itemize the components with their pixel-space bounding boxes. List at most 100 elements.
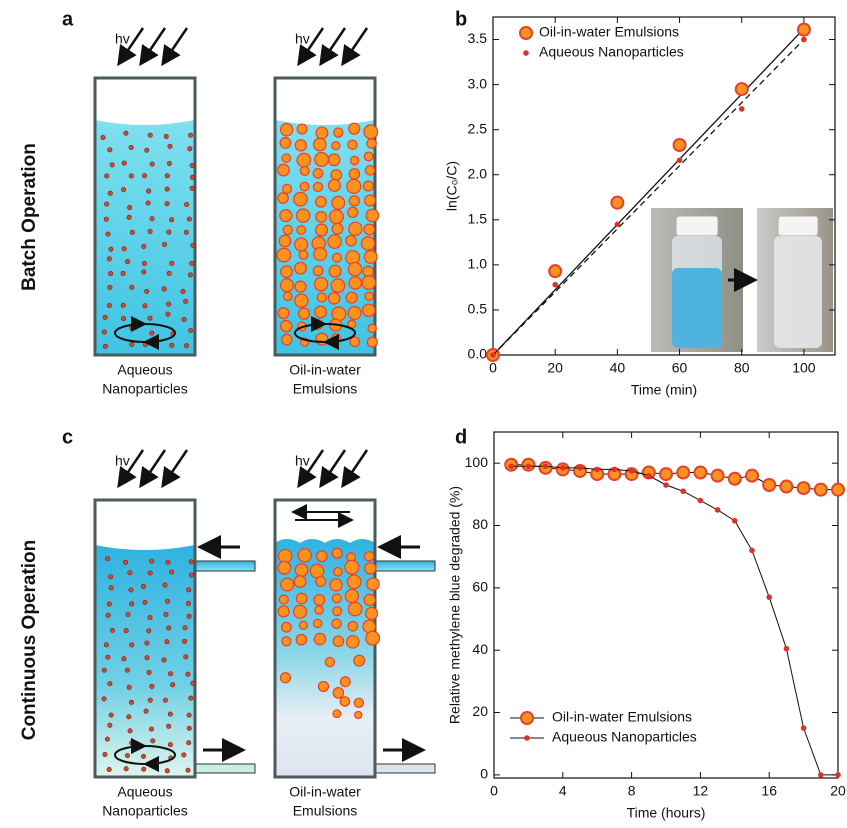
droplet	[316, 224, 328, 236]
droplet	[284, 292, 292, 300]
nanoparticle	[129, 602, 133, 606]
nanoparticle	[128, 729, 132, 733]
nanoparticle	[110, 163, 114, 167]
nanoparticle	[122, 161, 126, 165]
droplet	[351, 156, 359, 164]
caption: Aqueous	[117, 362, 172, 378]
nanoparticle	[142, 767, 146, 771]
nanoparticle	[123, 560, 127, 564]
y-tick-label: 80	[472, 516, 488, 532]
droplet	[297, 226, 306, 235]
nanoparticle	[186, 672, 190, 676]
panel-label: d	[455, 426, 467, 448]
droplet	[345, 560, 359, 574]
droplet	[340, 677, 350, 687]
droplet	[281, 279, 294, 292]
droplet	[314, 633, 325, 644]
droplet	[278, 549, 291, 562]
nanoparticle	[187, 741, 191, 745]
nanoparticle	[130, 230, 134, 234]
marker	[594, 467, 600, 473]
nanoparticle	[167, 626, 171, 630]
nanoparticle	[121, 187, 125, 191]
droplet	[364, 125, 378, 139]
nanoparticle	[141, 754, 145, 758]
nanoparticle	[145, 656, 149, 660]
nanoparticle	[188, 328, 192, 332]
nanoparticle	[130, 326, 134, 330]
droplet	[332, 619, 341, 628]
droplet	[296, 593, 307, 604]
droplet	[282, 334, 292, 344]
nanoparticle	[162, 658, 166, 662]
nanoparticle	[162, 287, 166, 291]
nanoparticle	[128, 571, 132, 575]
droplet	[300, 182, 309, 191]
nanoparticle	[106, 613, 110, 617]
droplet	[346, 292, 357, 303]
nanoparticle	[190, 175, 194, 179]
droplet	[348, 602, 361, 615]
nanoparticle	[121, 303, 125, 307]
marker	[680, 488, 686, 494]
marker	[612, 467, 618, 473]
light-label: hv	[115, 453, 130, 469]
droplet	[317, 293, 326, 302]
droplet	[314, 183, 323, 192]
light-label: hv	[115, 31, 130, 47]
droplet	[277, 248, 291, 262]
nanoparticle	[130, 285, 134, 289]
y-tick-label: 1.0	[468, 256, 488, 272]
nanoparticle	[104, 202, 108, 206]
caption: Emulsions	[293, 803, 358, 819]
row-label: Continuous Operation	[19, 540, 40, 741]
droplet	[298, 549, 311, 562]
liquid	[95, 120, 195, 355]
nanoparticle	[127, 205, 131, 209]
droplet	[297, 124, 307, 134]
nanoparticle	[190, 261, 194, 265]
marker	[715, 507, 721, 513]
droplet	[281, 578, 294, 591]
caption: Emulsions	[293, 381, 358, 397]
y-tick-label: 2.0	[468, 165, 488, 181]
vessel: hvOil-in-waterEmulsions	[275, 28, 379, 397]
figure: hvAqueousNanoparticleshvOil-in-waterEmul…	[0, 0, 847, 823]
nanoparticle	[162, 242, 166, 246]
marker	[660, 468, 672, 480]
marker	[832, 484, 844, 496]
nanoparticle	[105, 737, 109, 741]
chart: 048121620020406080100Time (hours)Relativ…	[447, 432, 846, 821]
droplet	[348, 622, 357, 631]
nanoparticle	[188, 147, 192, 151]
droplet	[315, 306, 327, 318]
light-arrow	[344, 450, 367, 484]
nanoparticle	[101, 135, 105, 139]
nanoparticle	[108, 575, 112, 579]
marker	[801, 725, 807, 731]
droplet	[313, 169, 322, 178]
light-arrow	[142, 28, 165, 62]
nanoparticle	[169, 218, 173, 222]
panel-label: c	[62, 426, 73, 448]
droplet	[330, 210, 344, 224]
nanoparticle	[148, 571, 152, 575]
droplet	[364, 251, 377, 264]
nanoparticle	[187, 726, 191, 730]
x-tick-label: 16	[761, 783, 777, 799]
droplet	[299, 308, 310, 319]
droplet	[278, 561, 291, 574]
droplet	[348, 307, 361, 320]
droplet	[347, 636, 359, 648]
droplet	[347, 575, 361, 589]
vessel: hvAqueousNanoparticles	[95, 450, 255, 819]
nanoparticle	[150, 162, 154, 166]
droplet	[365, 195, 376, 206]
droplet	[278, 164, 290, 176]
nanoparticle	[191, 243, 195, 247]
nanoparticle	[151, 739, 155, 743]
marker	[698, 498, 704, 504]
nanoparticle	[188, 273, 192, 277]
nanoparticle	[170, 683, 174, 687]
